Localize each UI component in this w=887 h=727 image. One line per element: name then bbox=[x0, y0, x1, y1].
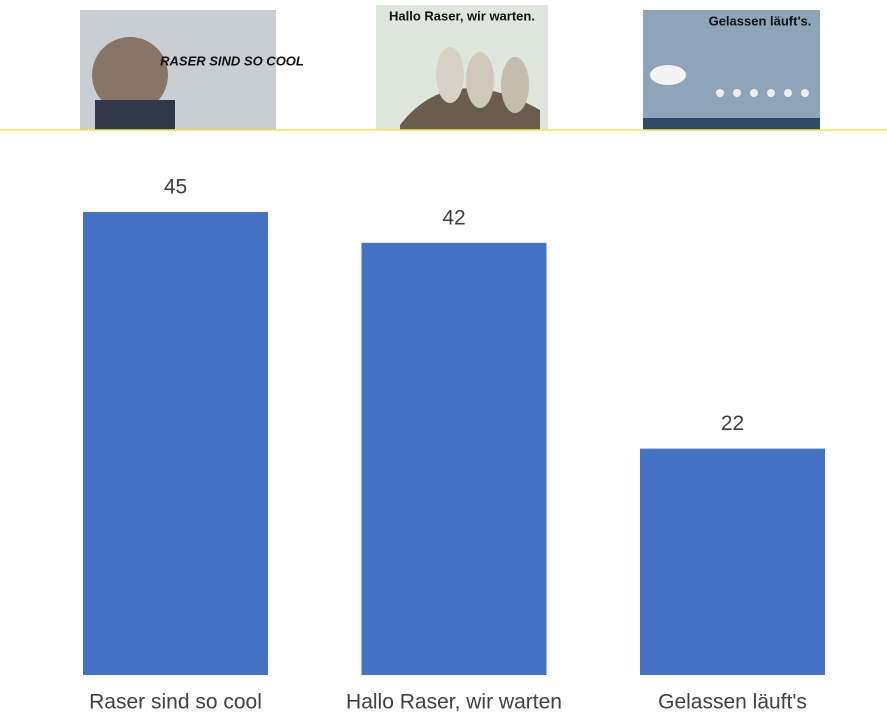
x-tick-label: Gelassen läuft's bbox=[658, 691, 807, 714]
value-label: 22 bbox=[721, 412, 744, 435]
value-label: 42 bbox=[442, 206, 465, 229]
poster-text: Gelassen läuft's. bbox=[709, 13, 812, 28]
poster: Hallo Raser, wir warten. bbox=[376, 5, 548, 130]
poster-text: RASER SIND SO COOL bbox=[160, 53, 304, 68]
value-label: 45 bbox=[164, 176, 187, 199]
bar bbox=[83, 212, 268, 675]
x-tick-label: Hallo Raser, wir warten bbox=[346, 691, 562, 714]
poster: RASER SIND SO COOL bbox=[80, 10, 304, 130]
bar bbox=[640, 448, 825, 675]
bar bbox=[361, 242, 547, 675]
x-tick-label: Raser sind so cool bbox=[89, 691, 262, 714]
poster-text: Hallo Raser, wir warten. bbox=[389, 8, 535, 23]
poster: Gelassen läuft's. bbox=[643, 10, 820, 130]
